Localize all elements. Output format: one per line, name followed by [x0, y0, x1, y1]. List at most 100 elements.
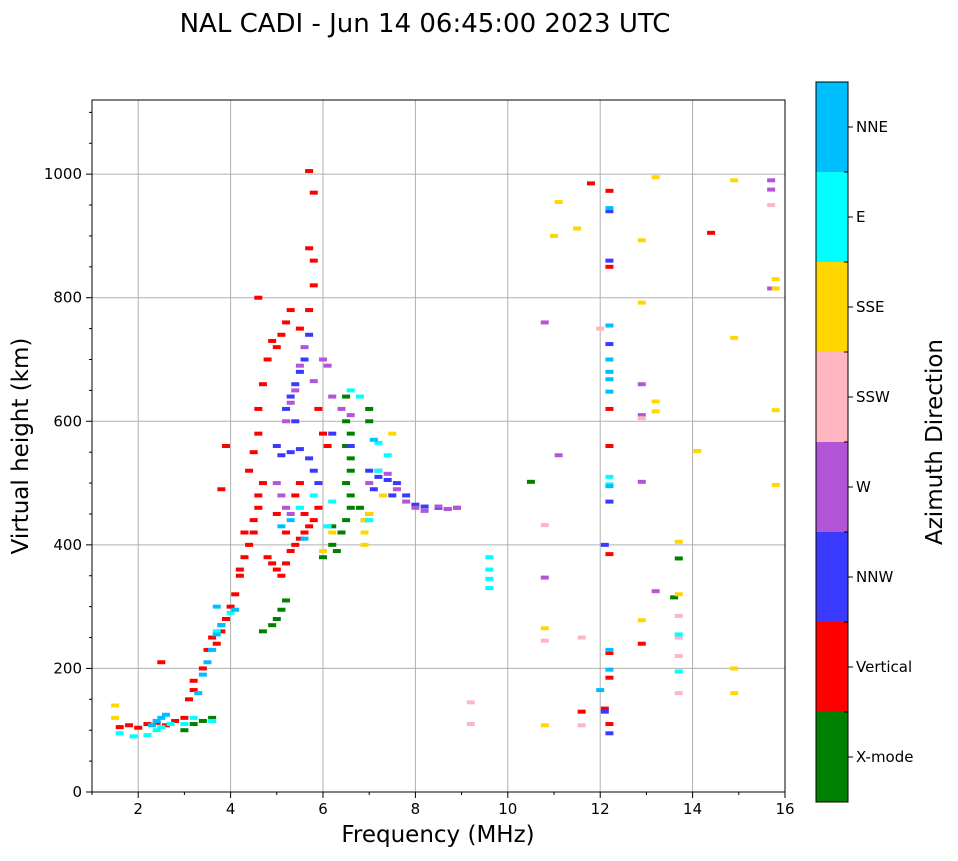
data-point-w: [651, 589, 660, 594]
colorbar-segment: [816, 352, 848, 442]
data-point-vertical: [577, 709, 586, 714]
colorbar-tick-label: SSW: [856, 388, 890, 406]
colorbar-segment: [816, 262, 848, 352]
data-point-vertical: [217, 487, 226, 492]
data-point-e: [189, 715, 198, 720]
data-point-vertical: [254, 493, 263, 498]
data-point-ssw: [466, 722, 475, 727]
data-point-vertical: [185, 697, 194, 702]
data-point-nnw: [314, 481, 323, 486]
x-tick-label: 6: [318, 800, 328, 818]
data-point-x-mode: [332, 549, 341, 554]
data-point-w: [383, 471, 392, 476]
data-point-nnw: [392, 481, 401, 486]
data-point-nnw: [295, 447, 304, 452]
data-point-vertical: [258, 382, 267, 387]
data-point-sse: [554, 199, 563, 204]
data-point-x-mode: [355, 505, 364, 510]
data-point-vertical: [134, 725, 143, 730]
data-point-e: [365, 518, 374, 523]
data-point-e: [674, 632, 683, 637]
x-tick-label: 16: [775, 800, 794, 818]
data-point-x-mode: [272, 617, 281, 621]
data-point-sse: [674, 592, 683, 597]
data-point-sse: [730, 691, 739, 696]
data-point-vertical: [605, 264, 614, 269]
data-point-w: [309, 379, 318, 384]
colorbar-tick-label: NNW: [856, 568, 893, 586]
data-point-vertical: [263, 357, 272, 362]
data-point-vertical: [309, 190, 318, 195]
data-point-vertical: [124, 723, 133, 728]
data-point-vertical: [189, 688, 198, 693]
data-point-w: [637, 479, 646, 484]
data-point-e: [180, 722, 189, 727]
data-point-vertical: [291, 542, 300, 547]
data-point-vertical: [245, 468, 254, 473]
data-point-w: [286, 400, 295, 405]
data-point-vertical: [143, 722, 152, 727]
data-point-vertical: [309, 258, 318, 263]
x-tick-label: 8: [411, 800, 421, 818]
data-point-e: [212, 629, 221, 634]
data-point-e: [485, 576, 494, 581]
data-point-nnw: [272, 444, 281, 448]
data-point-ssw: [540, 523, 549, 528]
data-point-x-mode: [342, 394, 351, 399]
data-point-sse: [771, 482, 780, 487]
data-point-e: [674, 669, 683, 674]
data-point-nnw: [282, 406, 291, 411]
data-point-w: [365, 481, 374, 486]
data-point-nne: [148, 723, 157, 728]
data-point-x-mode: [180, 728, 189, 733]
data-point-w: [291, 388, 300, 393]
data-point-vertical: [305, 246, 314, 251]
data-point-vertical: [305, 524, 314, 529]
colorbar-segment: [816, 622, 848, 712]
data-point-vertical: [300, 530, 309, 535]
colorbar-segment: [816, 172, 848, 262]
data-point-ssw: [466, 700, 475, 705]
data-point-e: [328, 499, 337, 504]
data-point-vertical: [637, 641, 646, 646]
data-point-nnw: [600, 542, 609, 547]
data-point-sse: [573, 226, 582, 231]
data-point-e: [323, 524, 332, 529]
chart-title: NAL CADI - Jun 14 06:45:00 2023 UTC: [180, 9, 671, 39]
data-point-x-mode: [346, 493, 355, 498]
y-tick-label: 800: [53, 289, 82, 307]
data-point-e: [157, 725, 166, 730]
data-point-sse: [651, 175, 660, 180]
data-point-vertical: [115, 725, 124, 730]
data-point-nnw: [305, 456, 314, 461]
data-point-ssw: [674, 654, 683, 659]
data-point-sse: [637, 238, 646, 243]
data-point-sse: [693, 448, 702, 453]
data-point-vertical: [272, 511, 281, 516]
data-point-sse: [360, 542, 369, 547]
data-point-vertical: [254, 505, 263, 510]
colorbar-label: Azimuth Direction: [922, 339, 948, 545]
data-point-vertical: [245, 542, 254, 547]
data-point-vertical: [217, 629, 226, 634]
x-axis-label: Frequency (MHz): [341, 822, 534, 848]
x-tick-label: 4: [226, 800, 236, 818]
data-point-w: [272, 481, 281, 486]
data-point-ssw: [767, 203, 776, 208]
data-point-w: [767, 286, 776, 291]
data-point-vertical: [291, 493, 300, 498]
data-point-sse: [651, 399, 660, 404]
data-point-nne: [152, 718, 161, 723]
data-point-x-mode: [526, 479, 535, 484]
data-point-x-mode: [337, 530, 346, 535]
data-point-vertical: [221, 444, 230, 448]
data-point-nnw: [291, 382, 300, 387]
data-point-vertical: [314, 505, 323, 510]
y-tick-label: 400: [53, 536, 82, 554]
data-point-nnw: [286, 450, 295, 455]
data-point-x-mode: [342, 518, 351, 523]
data-point-vertical: [605, 406, 614, 411]
data-point-nne: [161, 712, 170, 717]
data-point-nne: [286, 518, 295, 523]
